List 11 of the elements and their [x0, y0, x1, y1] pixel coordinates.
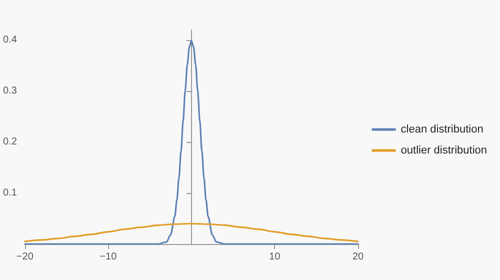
x-tick-label: −20	[16, 252, 34, 262]
legend-label: clean distribution	[400, 124, 484, 136]
y-tick-label: 0.1	[2, 188, 18, 199]
x-tick-label: −10	[100, 252, 118, 262]
y-tick-label: 0.3	[2, 86, 18, 97]
legend-label: outlier distribution	[400, 144, 488, 156]
line-series	[24, 222, 359, 242]
y-tick-label: 0.2	[2, 136, 18, 148]
x-tick-label: 20	[352, 252, 364, 262]
x-tick-label: 10	[269, 252, 281, 262]
y-tick-label: 0.4	[2, 34, 18, 46]
